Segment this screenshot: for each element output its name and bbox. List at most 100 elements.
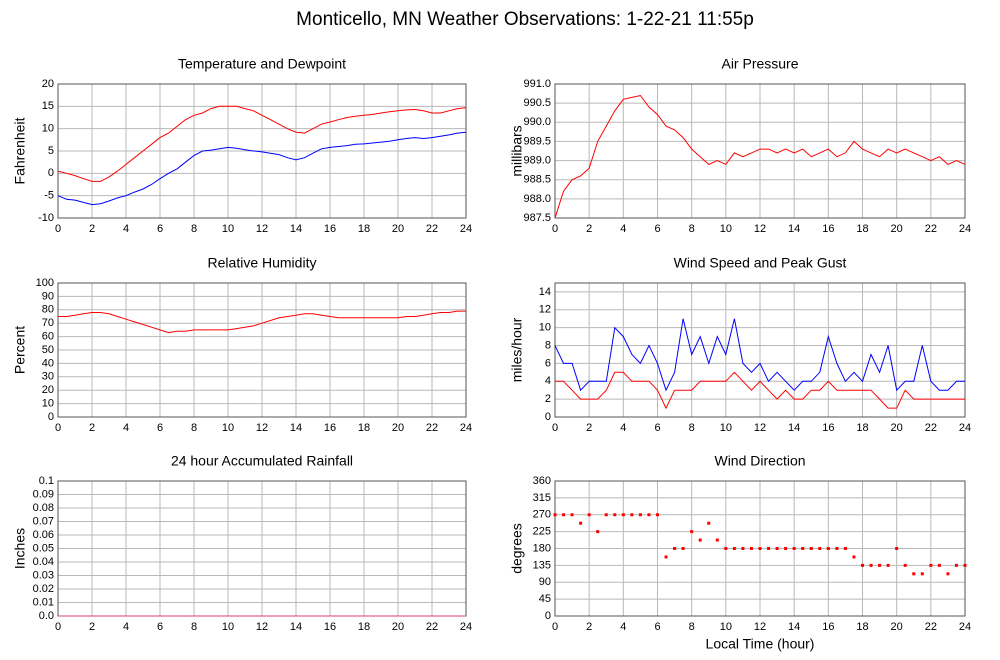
y-tick-label: 0.0: [39, 610, 54, 622]
x-tick-label: 24: [460, 621, 472, 633]
x-tick-label: 24: [959, 223, 971, 235]
point: [656, 513, 659, 517]
x-tick-label: 12: [256, 621, 268, 633]
y-tick-label: 45: [539, 593, 551, 605]
plot-border: [57, 282, 467, 418]
y-tick-label: 0.09: [33, 488, 54, 500]
point: [681, 547, 685, 550]
point: [732, 547, 736, 550]
y-tick-label: 14: [539, 286, 551, 298]
y-tick-label: 0.01: [33, 596, 54, 608]
y-tick-label: 0.07: [33, 515, 54, 527]
x-tick-label: 18: [856, 422, 868, 434]
point: [869, 563, 873, 567]
y-tick-label: 80: [42, 304, 54, 316]
x-tick-label: 24: [460, 223, 472, 235]
y-tick-label: 100: [36, 277, 54, 289]
y-tick-label: 0.06: [33, 529, 54, 541]
x-tick-label: 4: [620, 223, 626, 235]
chart-title: Relative Humidity: [208, 255, 317, 271]
x-tick-label: 22: [426, 223, 438, 235]
x-tick-label: 14: [788, 621, 800, 633]
point: [792, 547, 796, 550]
x-tick-label: 20: [392, 422, 404, 434]
y-tick-label: 180: [533, 542, 551, 554]
point: [963, 563, 967, 567]
y-tick-label: 988.0: [523, 193, 551, 205]
x-tick-label: 14: [290, 422, 302, 434]
x-tick-label: 20: [891, 223, 903, 235]
point: [878, 563, 882, 567]
x-tick-label: 18: [856, 621, 868, 633]
x-tick-label: 0: [55, 621, 61, 633]
x-tick-label: 10: [720, 422, 732, 434]
chart-title: Air Pressure: [721, 56, 798, 72]
x-tick-label: 14: [788, 223, 800, 235]
x-tick-label: 14: [788, 422, 800, 434]
x-tick-label: 6: [654, 422, 660, 434]
x-tick-label: 16: [822, 223, 834, 235]
point: [886, 563, 890, 567]
x-tick-label: 0: [552, 422, 558, 434]
x-tick-label: 4: [620, 422, 626, 434]
point: [809, 547, 813, 550]
chart-title: Wind Direction: [714, 453, 805, 469]
x-tick-label: 0: [55, 223, 61, 235]
y-tick-label: 90: [42, 290, 54, 302]
x-tick-label: 22: [426, 422, 438, 434]
y-tick-label: 360: [533, 475, 551, 487]
point: [937, 563, 941, 567]
y-tick-label: 225: [533, 526, 551, 538]
y-tick-label: 5: [48, 145, 54, 157]
y-tick-label: 6: [545, 357, 551, 369]
x-tick-label: 10: [222, 422, 234, 434]
point: [553, 513, 557, 517]
point: [801, 547, 805, 550]
x-tick-label: 2: [586, 223, 592, 235]
x-tick-label: 4: [123, 621, 129, 633]
point: [767, 547, 771, 550]
x-tick-label: 8: [191, 223, 197, 235]
y-tick-label: 20: [42, 78, 54, 90]
y-tick-label: 0: [545, 610, 551, 622]
y-tick-label: 40: [42, 357, 54, 369]
y-tick-label: 0.05: [33, 542, 54, 554]
point: [630, 513, 634, 517]
y-axis-label: Fahrenheit: [12, 117, 28, 184]
y-tick-label: 989.5: [523, 135, 551, 147]
x-tick-label: 22: [426, 621, 438, 633]
point: [835, 547, 839, 550]
x-tick-label: 24: [460, 422, 472, 434]
y-tick-label: 10: [42, 123, 54, 135]
point: [715, 538, 719, 542]
point: [690, 530, 694, 534]
chart-title: Wind Speed and Peak Gust: [674, 255, 847, 271]
x-tick-label: 4: [123, 422, 129, 434]
point: [596, 530, 600, 534]
x-tick-label: 2: [586, 621, 592, 633]
point: [579, 521, 583, 525]
y-axis-label: millibars: [509, 125, 525, 176]
point: [707, 521, 711, 525]
y-tick-label: 60: [42, 331, 54, 343]
y-tick-label: 30: [42, 371, 54, 383]
point: [664, 555, 668, 559]
x-tick-label: 8: [689, 223, 695, 235]
y-tick-label: 270: [533, 509, 551, 521]
x-tick-label: 14: [290, 621, 302, 633]
y-tick-label: 20: [42, 384, 54, 396]
x-tick-label: 10: [222, 621, 234, 633]
point: [673, 547, 677, 550]
point: [912, 572, 916, 576]
x-tick-label: 8: [689, 621, 695, 633]
y-tick-label: 0: [48, 167, 54, 179]
x-tick-label: 24: [959, 621, 971, 633]
plot-border: [554, 282, 966, 418]
point: [638, 513, 642, 517]
x-axis-label: Local Time (hour): [706, 636, 815, 652]
y-tick-label: 70: [42, 317, 54, 329]
point: [587, 513, 591, 517]
y-tick-label: 991.0: [523, 78, 551, 90]
x-tick-label: 2: [89, 422, 95, 434]
